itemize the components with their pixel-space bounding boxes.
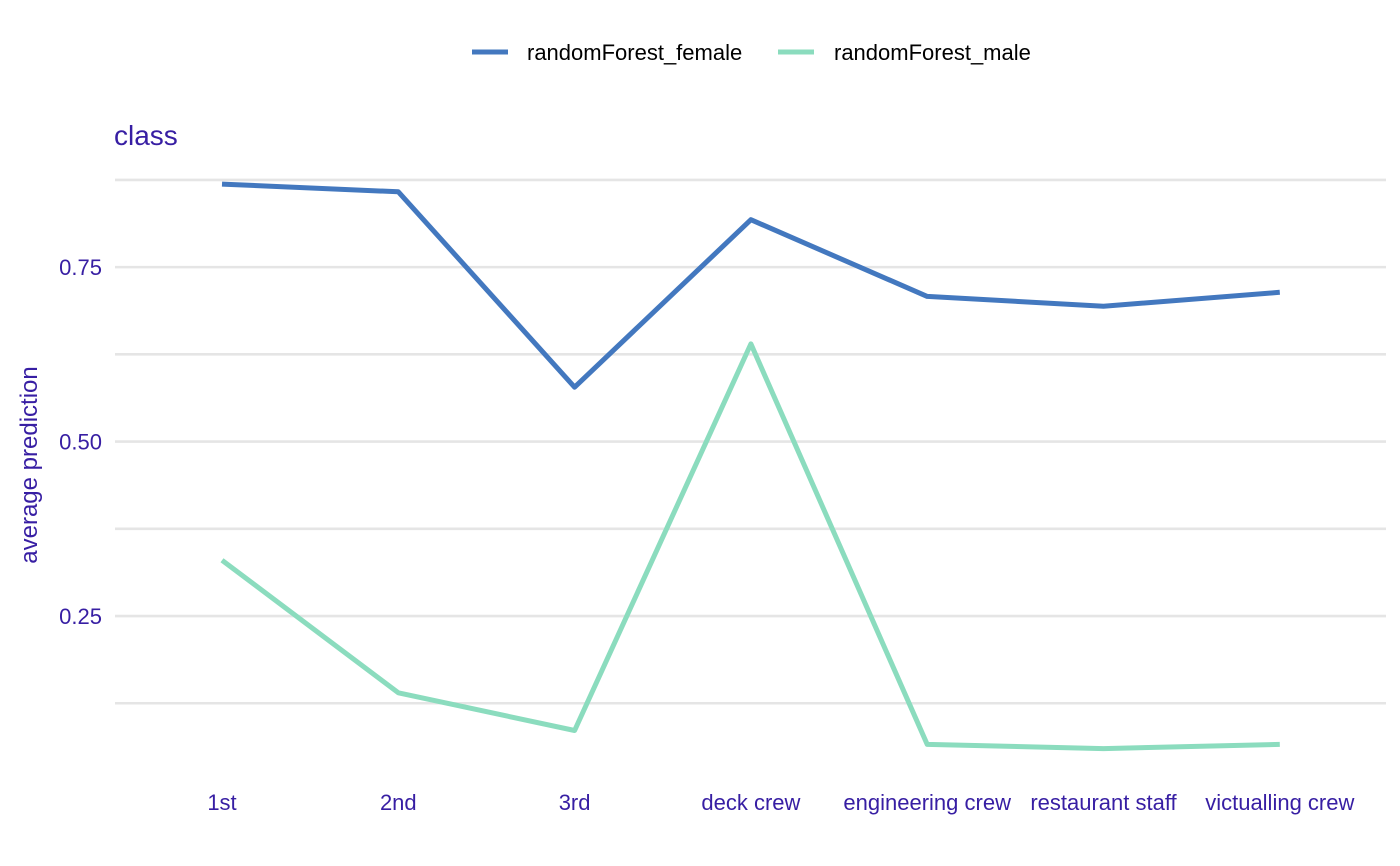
y-tick-label: 0.75 — [59, 255, 102, 280]
x-tick-label: engineering crew — [843, 790, 1011, 815]
x-tick-label: restaurant staff — [1030, 790, 1177, 815]
legend-item-female: randomForest_female — [472, 40, 742, 65]
y-tick-label: 0.50 — [59, 430, 102, 455]
legend: randomForest_female randomForest_male — [472, 40, 1031, 65]
x-tick-labels: 1st 2nd 3rd deck crew engineering crew restau… — [207, 790, 1354, 815]
series-line-randomForest_female — [221, 181, 1280, 390]
legend-item-male: randomForest_male — [778, 40, 1031, 65]
panel-title: class — [114, 120, 178, 151]
legend-label-male: randomForest_male — [834, 40, 1031, 65]
y-tick-labels: 0.25 0.50 0.75 — [59, 255, 102, 629]
x-tick-label: 1st — [207, 790, 236, 815]
y-axis-title: average prediction — [16, 366, 43, 563]
legend-label-female: randomForest_female — [527, 40, 742, 65]
series-line-randomForest_male — [220, 341, 1280, 752]
x-tick-label: victualling crew — [1205, 790, 1354, 815]
grid — [115, 178, 1386, 705]
y-tick-label: 0.25 — [59, 604, 102, 629]
x-tick-label: deck crew — [701, 790, 800, 815]
x-tick-label: 3rd — [559, 790, 591, 815]
x-tick-label: 2nd — [380, 790, 417, 815]
series-lines — [220, 181, 1280, 752]
